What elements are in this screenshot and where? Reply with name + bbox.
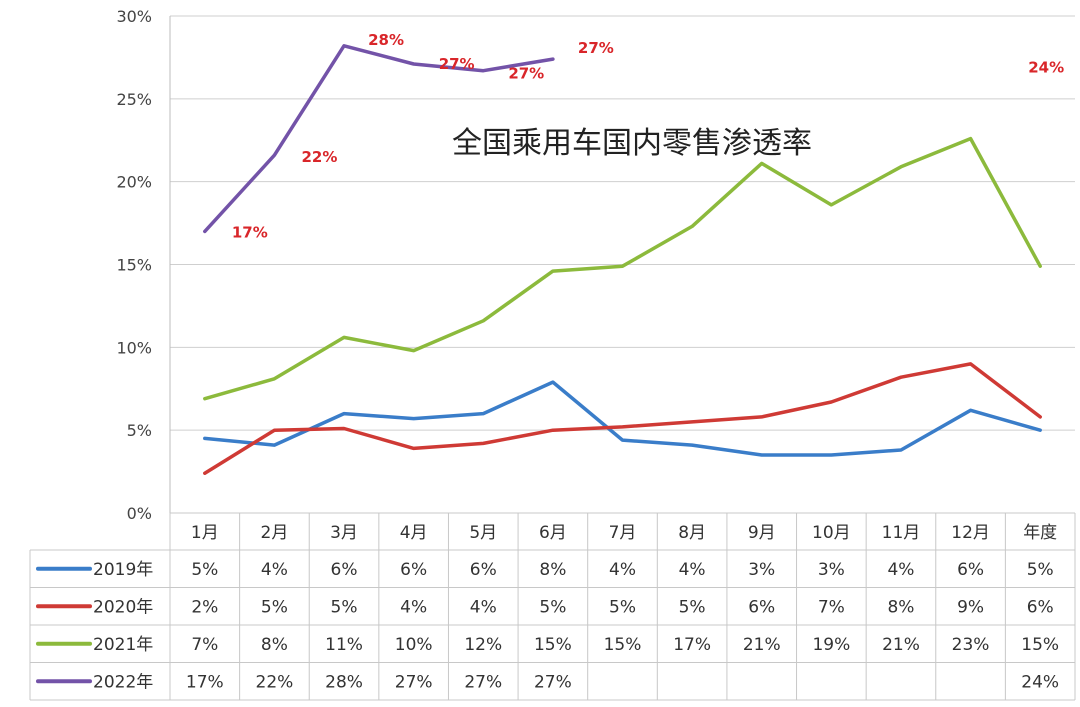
x-category-label: 6月 <box>539 523 567 543</box>
data-label: 24% <box>1028 58 1064 76</box>
table-cell: 11% <box>325 635 363 655</box>
table-cell: 4% <box>261 560 288 580</box>
legend-label: 2020年 <box>93 597 153 617</box>
table-cell: 27% <box>534 672 572 692</box>
table-cell: 6% <box>957 560 984 580</box>
chart-title: 全国乘用车国内零售渗透率 <box>452 126 812 161</box>
table-cell: 3% <box>818 560 845 580</box>
table-cell: 17% <box>186 672 224 692</box>
table-cell: 24% <box>1021 672 1059 692</box>
legend-label: 2021年 <box>93 635 153 655</box>
table-cell: 5% <box>609 597 636 617</box>
x-category-label: 4月 <box>400 523 428 543</box>
y-tick-label: 0% <box>127 504 152 523</box>
data-label: 27% <box>508 65 544 83</box>
y-tick-label: 15% <box>116 256 152 275</box>
table-cell: 4% <box>470 597 497 617</box>
table-cell: 7% <box>818 597 845 617</box>
table-cell: 27% <box>395 672 433 692</box>
table-cell: 12% <box>464 635 502 655</box>
table-cell: 15% <box>1021 635 1059 655</box>
data-label: 28% <box>368 31 404 49</box>
series-line <box>203 380 1042 457</box>
y-tick-label: 25% <box>116 90 152 109</box>
table-cell: 2% <box>191 597 218 617</box>
series-lines <box>203 44 1042 475</box>
x-category-label: 9月 <box>748 523 776 543</box>
table-cell: 4% <box>887 560 914 580</box>
x-category-label: 10月 <box>812 523 851 543</box>
table-cell: 7% <box>191 635 218 655</box>
x-category-label: 5月 <box>469 523 497 543</box>
x-category-label: 7月 <box>609 523 637 543</box>
table-cell: 6% <box>748 597 775 617</box>
table-cell: 6% <box>470 560 497 580</box>
table-cell: 5% <box>331 597 358 617</box>
x-category-label: 3月 <box>330 523 358 543</box>
table-cell: 21% <box>743 635 781 655</box>
table-cell: 5% <box>261 597 288 617</box>
y-axis: 0% 5% 10% 15% 20% 25% 30% <box>116 7 171 523</box>
table-cell: 19% <box>812 635 850 655</box>
x-category-label: 1月 <box>191 523 219 543</box>
table-cell: 5% <box>679 597 706 617</box>
table-cell: 3% <box>748 560 775 580</box>
table-cell: 22% <box>256 672 294 692</box>
legend-label: 2022年 <box>93 672 153 692</box>
data-table: 1月 2月 3月 4月 5月 6月 7月 8月 9月 10月 11月 12月 年度 2019年 5% 4% 6%… <box>29 512 1076 701</box>
table-cell: 15% <box>604 635 642 655</box>
y-tick-label: 10% <box>116 338 152 357</box>
table-cell: 23% <box>952 635 990 655</box>
table-cell: 4% <box>400 597 427 617</box>
table-cell: 8% <box>887 597 914 617</box>
table-cell: 5% <box>191 560 218 580</box>
y-tick-label: 20% <box>116 173 152 192</box>
data-label: 17% <box>232 223 268 241</box>
table-cell: 27% <box>464 672 502 692</box>
table-cell: 15% <box>534 635 572 655</box>
table-cell: 6% <box>331 560 358 580</box>
x-category-label: 12月 <box>951 523 990 543</box>
table-cell: 4% <box>609 560 636 580</box>
table-cell: 6% <box>1027 597 1054 617</box>
y-tick-label: 30% <box>116 7 152 26</box>
table-cell: 28% <box>325 672 363 692</box>
series-line <box>203 362 1042 475</box>
x-category-label: 8月 <box>678 523 706 543</box>
legend-label: 2019年 <box>93 560 153 580</box>
series-line <box>203 44 555 234</box>
table-cell: 5% <box>1027 560 1054 580</box>
table-cell: 9% <box>957 597 984 617</box>
table-cell: 4% <box>679 560 706 580</box>
data-labels: 17% 22% 28% 27% 27% 27% 24% <box>232 31 1064 242</box>
data-label: 22% <box>301 148 337 166</box>
table-cell: 5% <box>539 597 566 617</box>
table-cell: 8% <box>261 635 288 655</box>
data-label: 27% <box>439 55 475 73</box>
data-label: 27% <box>578 39 614 57</box>
table-cell: 8% <box>539 560 566 580</box>
series-line <box>203 136 1042 401</box>
x-category-label: 2月 <box>261 523 289 543</box>
table-cell: 21% <box>882 635 920 655</box>
table-cell: 17% <box>673 635 711 655</box>
x-category-label: 年度 <box>1023 523 1057 543</box>
y-tick-label: 5% <box>127 421 152 440</box>
table-cell: 10% <box>395 635 433 655</box>
x-category-label: 11月 <box>882 523 921 543</box>
table-cell: 6% <box>400 560 427 580</box>
